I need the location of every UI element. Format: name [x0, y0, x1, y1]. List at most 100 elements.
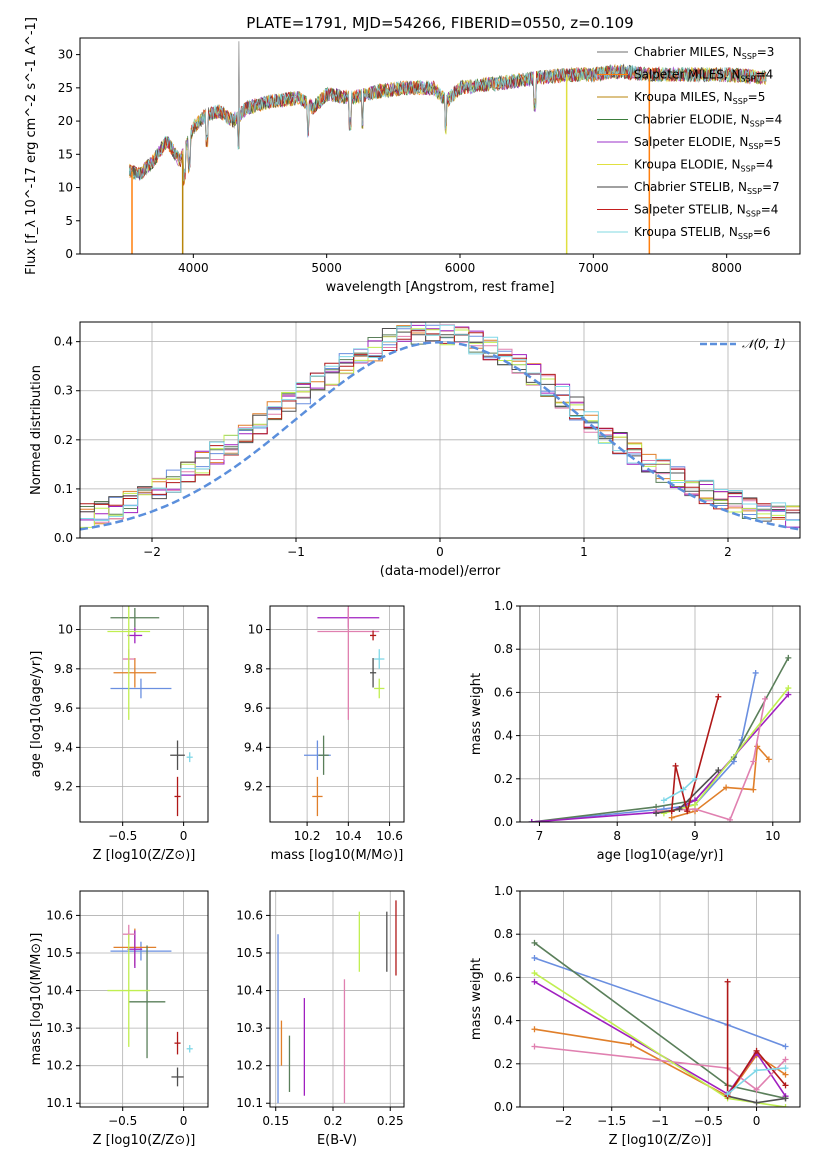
plot-frame: [519, 890, 801, 1108]
legend-entry: Kroupa ELODIE, NSSP=4: [634, 158, 773, 174]
series-marker: [715, 767, 722, 774]
series-marker: [531, 978, 538, 985]
x-tick-label: 10.4: [335, 829, 362, 843]
y-tick-label: 0.0: [54, 531, 73, 545]
x-tick-label: 6000: [445, 261, 476, 275]
x-axis-label: wavelength [Angstrom, rest frame]: [326, 280, 555, 295]
series-marker: [750, 786, 757, 793]
y-axis-label: mass weight: [469, 673, 484, 755]
spectrum-panel: 4000 5000 6000 7000 8000 0 5 10 15 20 25 30 waveleng…: [24, 17, 801, 295]
series-marker: [531, 954, 538, 961]
y-tick-label: 10: [58, 181, 73, 195]
series-line: [670, 696, 720, 815]
x-axis-label: age [log10(age/yr)]: [597, 848, 724, 863]
series-marker: [765, 756, 772, 763]
y-tick-label: 10.1: [236, 1096, 263, 1110]
y-axis-label: Normed distribution: [29, 365, 44, 495]
series-marker: [750, 758, 757, 765]
x-tick-label: 8: [613, 829, 621, 843]
legend-entry: Salpeter MILES, NSSP=4: [634, 68, 773, 84]
series-marker: [528, 819, 535, 822]
mass-vs-EBV-panel: 0.15 0.2 0.25 10.1 10.2 10.3 10.4 10.5 10.6 E(B-V…: [236, 890, 405, 1148]
plot-frame: [79, 321, 801, 539]
series-marker: [692, 775, 698, 782]
y-tick-label: 10.1: [46, 1096, 73, 1110]
mass-weight-vs-age-panel: 7 8 9 10 0.0 0.2 0.4 0.6 0.8 1.0 age [log10(age/yr…: [469, 599, 801, 863]
x-tick-label: −2: [143, 545, 161, 559]
x-axis-label: (data-model)/error: [380, 564, 501, 579]
series-marker: [752, 669, 759, 676]
series-line: [531, 657, 790, 822]
residual-histogram-panel: −2 −1 0 1 2 0.0 0.1 0.2 0.3 0.4 (data-model)/error…: [29, 321, 801, 579]
x-tick-label: 10: [765, 829, 780, 843]
legend-entry: Chabrier STELIB, NSSP=7: [634, 180, 780, 196]
y-tick-label: 0.6: [494, 970, 513, 984]
x-tick-label: 9: [691, 829, 699, 843]
series-marker: [531, 1043, 538, 1050]
y-tick-label: 10: [248, 623, 263, 637]
series-marker: [531, 1026, 538, 1033]
series-marker: [785, 654, 792, 661]
y-tick-label: 10: [58, 623, 73, 637]
plot-area: [277, 900, 397, 1104]
x-axis-label: E(B-V): [317, 1133, 357, 1148]
y-tick-label: 1.0: [494, 599, 513, 613]
series-marker: [782, 1082, 789, 1089]
series-marker: [715, 693, 722, 700]
plot-area: [528, 654, 792, 822]
legend-entry: Kroupa STELIB, NSSP=6: [634, 225, 771, 241]
y-tick-label: 9.8: [244, 662, 263, 676]
series-marker: [531, 970, 538, 977]
series-marker: [660, 797, 667, 804]
y-tick-label: 0.4: [494, 1014, 513, 1028]
y-tick-label: 0.2: [494, 1057, 513, 1071]
series-marker: [782, 1095, 789, 1102]
y-tick-label: 15: [58, 147, 73, 161]
x-axis-label: Z [log10(Z/Z⊙)]: [93, 848, 196, 863]
x-tick-label: 2: [724, 545, 732, 559]
series-marker: [753, 1047, 760, 1054]
x-tick-label: 0.15: [262, 1114, 289, 1128]
histogram-series: [80, 330, 800, 519]
series-line: [531, 694, 789, 822]
legend-entry: Chabrier ELODIE, NSSP=4: [634, 113, 782, 129]
legend: Chabrier MILES, NSSP=3 Salpeter MILES, NS…: [597, 45, 782, 241]
y-tick-label: 0.2: [54, 433, 73, 447]
series-marker: [668, 808, 675, 815]
legend-entry: Salpeter ELODIE, NSSP=5: [634, 135, 781, 151]
series-marker: [782, 1043, 789, 1050]
y-tick-label: 20: [58, 114, 73, 128]
plot-area: [304, 606, 385, 817]
series-line: [531, 672, 757, 822]
y-tick-label: 0.8: [494, 927, 513, 941]
age-vs-mass-panel: 10.2 10.4 10.6 9.2 9.4 9.6 9.8 10 mass [log10(M/…: [244, 605, 405, 863]
x-axis-label: mass [log10(M/M⊙)]: [271, 848, 404, 863]
spectrum-line: [128, 63, 767, 182]
histogram-series: [80, 322, 800, 521]
series-marker: [680, 786, 687, 793]
y-tick-label: 0.0: [494, 815, 513, 829]
plot-frame: [269, 605, 405, 823]
series-line: [534, 1045, 787, 1091]
legend-entry: Chabrier MILES, NSSP=3: [634, 45, 774, 61]
x-tick-label: −0.5: [108, 829, 137, 843]
y-tick-label: 0.3: [54, 384, 73, 398]
plot-area: [107, 924, 193, 1087]
x-tick-label: 0: [753, 1114, 761, 1128]
plot-frame: [269, 890, 405, 1108]
series-marker: [782, 1065, 789, 1072]
y-tick-label: 0.4: [494, 729, 513, 743]
y-tick-label: 1.0: [494, 884, 513, 898]
age-vs-Z-panel: −0.5 0 9.2 9.4 9.6 9.8 10 Z [log10(Z/Z⊙)] age [l…: [29, 605, 209, 863]
x-tick-label: 0: [180, 1114, 188, 1128]
y-axis-label: mass weight: [469, 958, 484, 1040]
series-marker: [782, 1104, 789, 1107]
x-axis-label: Z [log10(Z/Z⊙)]: [609, 1133, 712, 1148]
series-marker: [753, 1067, 760, 1074]
plot-frame: [79, 890, 209, 1108]
y-tick-label: 9.2: [54, 780, 73, 794]
y-tick-label: 9.6: [244, 701, 263, 715]
y-tick-label: 10.4: [46, 984, 73, 998]
series-marker: [628, 1041, 635, 1048]
y-tick-label: 0.0: [494, 1100, 513, 1114]
